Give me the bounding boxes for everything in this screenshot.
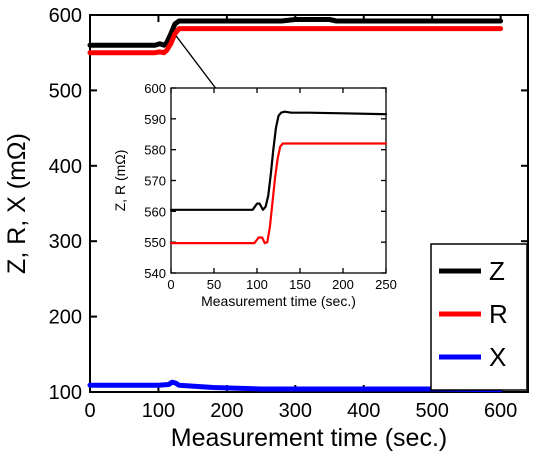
main-x-tick-label: 100 bbox=[142, 400, 175, 422]
inset-x-tick-label: 150 bbox=[289, 277, 311, 292]
main-y-axis-title: Z, R, X (mΩ) bbox=[3, 133, 31, 274]
inset-x-axis-title: Measurement time (sec.) bbox=[201, 293, 356, 309]
legend-label-2: X bbox=[489, 342, 506, 372]
inset-series-line-0 bbox=[169, 110, 388, 211]
main-y-tick-label: 400 bbox=[49, 156, 82, 178]
main-x-axis-title: Measurement time (sec.) bbox=[171, 424, 447, 452]
inset-y-tick-label: 600 bbox=[144, 81, 166, 96]
main-series-line-1 bbox=[87, 26, 504, 56]
main-x-tick-label: 0 bbox=[84, 400, 95, 422]
main-x-tick-label: 500 bbox=[416, 400, 449, 422]
main-x-tick-label: 200 bbox=[210, 400, 243, 422]
inset-y-tick-label: 540 bbox=[144, 266, 166, 281]
main-plot: 0 100 200 300 400 500 600100200300400500600Mea… bbox=[3, 5, 529, 452]
legend-label-0: Z bbox=[489, 256, 505, 286]
inset-x-tick-label: 250 bbox=[375, 277, 397, 292]
inset-x-tick-label: 200 bbox=[332, 277, 354, 292]
main-y-tick-label: 100 bbox=[49, 382, 82, 404]
legend-box bbox=[430, 243, 528, 391]
legend: ZRX bbox=[430, 243, 528, 391]
inset-x-tick-label: 0 bbox=[167, 277, 174, 292]
main-series-line-0 bbox=[87, 17, 504, 48]
main-y-tick-label: 300 bbox=[49, 231, 82, 253]
inset-y-tick-label: 560 bbox=[144, 204, 166, 219]
legend-label-1: R bbox=[489, 299, 508, 329]
inset-y-tick-label: 590 bbox=[144, 112, 166, 127]
inset-y-axis-title: Z, R (mΩ) bbox=[112, 150, 128, 212]
inset-plot: 0 50 100 150 200 250 540 550 560 570 580 590 600 Meas… bbox=[112, 81, 397, 309]
main-x-tick-label: 300 bbox=[279, 400, 312, 422]
inset-y-tick-label: 580 bbox=[144, 143, 166, 158]
inset-series-line-1 bbox=[169, 142, 388, 245]
main-y-tick-label: 600 bbox=[49, 5, 82, 27]
inset-x-tick-label: 50 bbox=[207, 277, 221, 292]
main-y-tick-label: 500 bbox=[49, 80, 82, 102]
main-x-tick-label: 600 bbox=[484, 400, 517, 422]
main-series-line-2 bbox=[87, 379, 504, 393]
inset-y-tick-label: 550 bbox=[144, 235, 166, 250]
inset-y-tick-label: 570 bbox=[144, 174, 166, 189]
inset-x-tick-label: 100 bbox=[246, 277, 268, 292]
main-x-tick-label: 400 bbox=[347, 400, 380, 422]
main-y-tick-label: 200 bbox=[49, 307, 82, 329]
